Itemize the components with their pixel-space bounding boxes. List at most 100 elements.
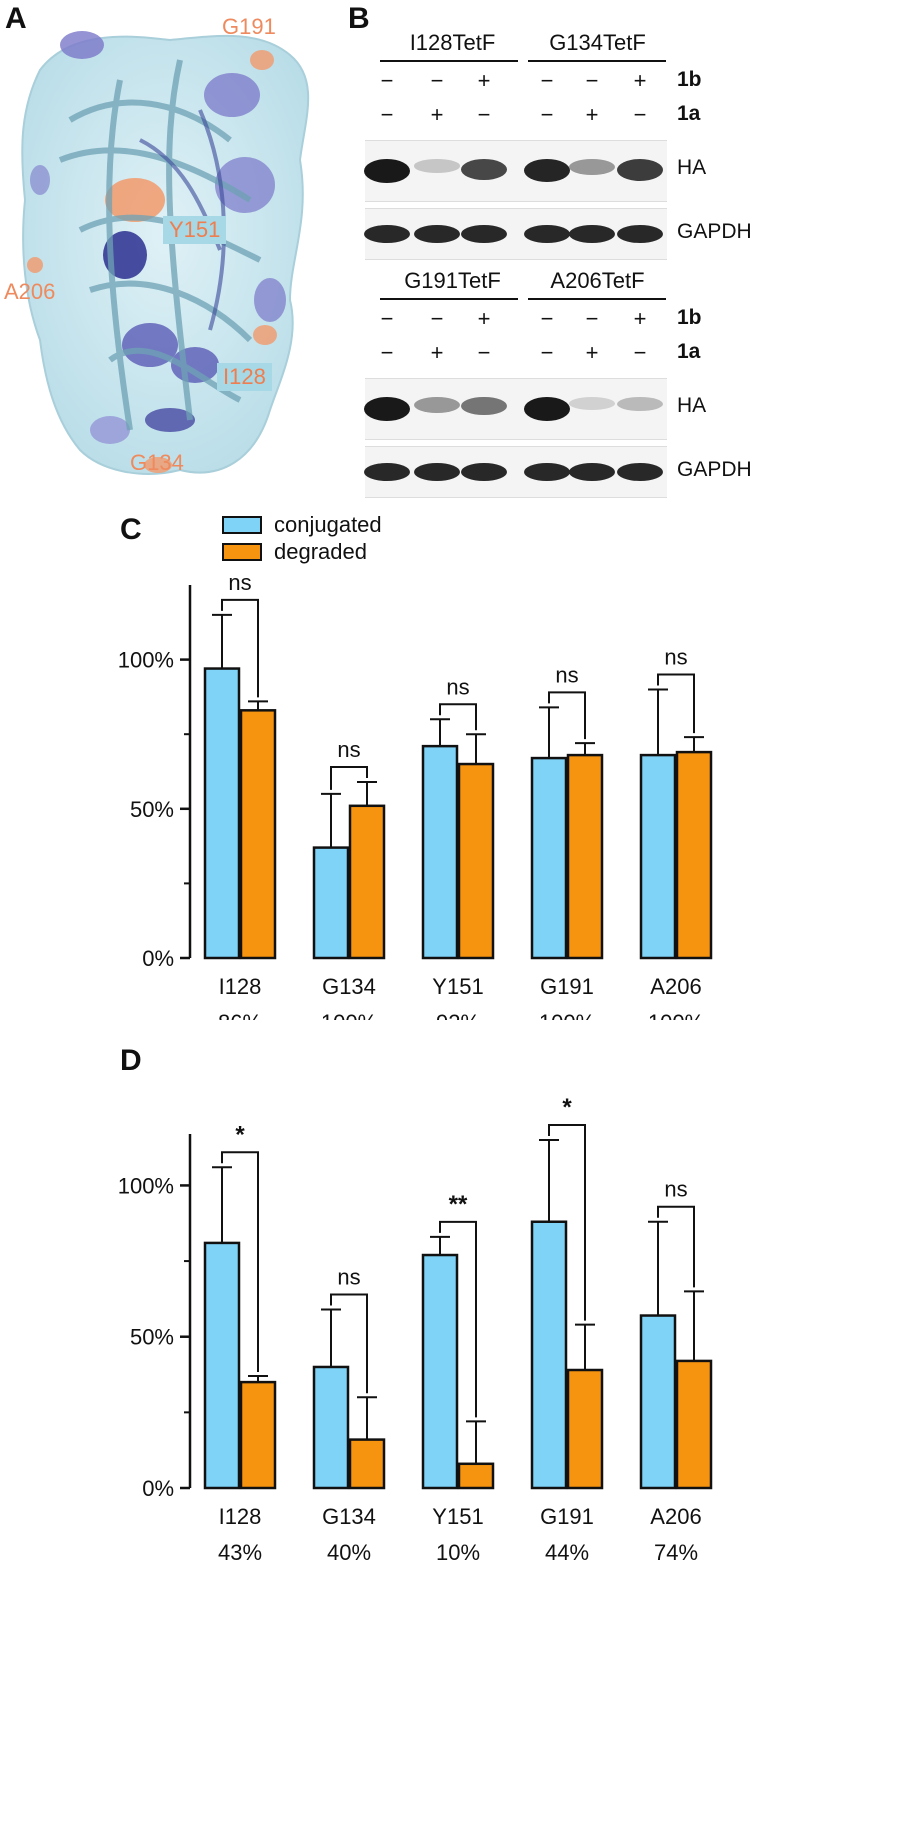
blot-bottom-gapdh-band-lane-3: [461, 463, 507, 481]
legend-conjugated: conjugated: [222, 512, 382, 538]
blot-top-sign-row2-lane-2: +: [430, 102, 444, 127]
site-label-i128: I128: [217, 363, 272, 391]
chart-c-category-label-g191: G191: [540, 974, 594, 999]
chart-d-category-label-y151: Y151: [432, 1504, 483, 1529]
chart-c-y-tick-label-50: 50%: [130, 797, 174, 822]
blot-bottom-sign-row2-lane-4: −: [540, 340, 554, 365]
chart-d-category-label-a206: A206: [650, 1504, 701, 1529]
site-label-g134: G134: [130, 450, 184, 475]
chart-d-category-label-i128: I128: [219, 1504, 262, 1529]
blot-bottom-group-underline-1: [380, 298, 518, 300]
blot-bottom-row1-label: 1b: [677, 306, 702, 329]
blot-bottom-group-title-2: A206TetF: [550, 268, 645, 293]
chart-d-significance-label-i128: *: [235, 1121, 245, 1148]
blot-bottom-ha-band-lane-4: [524, 397, 570, 421]
blot-top-group-title-1: I128TetF: [409, 30, 496, 55]
blot-top-group-underline-2: [528, 60, 666, 62]
blot-top-gapdh-band-lane-4: [524, 225, 570, 243]
blot-top-ha-band-lane-6: [617, 159, 663, 181]
blot-bottom-sign-row2-lane-2: +: [430, 340, 444, 365]
blot-bottom-ha-strip: [364, 378, 667, 440]
chart-d-category-sublabel-i128: 43%: [218, 1540, 262, 1565]
blot-bottom-row2-label: 1a: [677, 340, 701, 363]
chart-d-significance-label-g134: ns: [337, 1264, 360, 1289]
blot-top-sign-row2-lane-5: +: [585, 102, 599, 127]
chart-d-bar-y151-degraded: [457, 1462, 495, 1490]
chart-c-significance-label-g134: ns: [337, 737, 360, 762]
legend-swatch-conjugated: [222, 516, 262, 534]
blot-bottom-gapdh-band-lane-1: [364, 463, 410, 481]
blot-top-gapdh-band-lane-1: [364, 225, 410, 243]
chart-c-bar-g134-conjugated: [312, 846, 350, 960]
blot-bottom-gapdh-band-lane-2: [414, 463, 460, 481]
chart-d-significance-bracket-i128: [221, 1151, 259, 1373]
chart-c-significance-bracket-g191: [548, 691, 586, 740]
blot-top-sign-row2-lane-6: −: [633, 102, 647, 127]
blot-bottom-ha-band-lane-5: [569, 397, 615, 410]
chart-d-bar-a206-conjugated: [639, 1314, 677, 1490]
chart-c-significance-bracket-a206: [657, 673, 695, 734]
chart-d-bar-i128-conjugated: [203, 1241, 241, 1490]
blot-bottom-gapdh-band-lane-4: [524, 463, 570, 481]
blot-bottom-sign-row2-lane-1: −: [380, 340, 394, 365]
blot-top-ha-band-lane-5: [569, 159, 615, 176]
panel-b-letter: B: [348, 2, 370, 35]
legend-label-conjugated: conjugated: [274, 512, 382, 537]
blot-top-ha-band-lane-3: [461, 159, 507, 181]
blot-bottom-ha-band-lane-3: [461, 397, 507, 416]
chart-c-category-sublabel-y151: 92%: [436, 1010, 480, 1020]
chart-d-bar-a206-degraded: [675, 1359, 713, 1490]
blot-top-sign-row2-lane-4: −: [540, 102, 554, 127]
chart-d-bar-y151-conjugated: [421, 1253, 459, 1490]
blot-bottom-ha-band-lane-2: [414, 397, 460, 414]
chart-d-category-label-g134: G134: [322, 1504, 376, 1529]
chart-d-significance-bracket-a206: [657, 1205, 695, 1288]
blot-top-ha-band-lane-4: [524, 159, 570, 183]
chart-c-bar-g191-conjugated: [530, 756, 568, 960]
chart-d-bar-g191-conjugated: [530, 1220, 568, 1490]
chart-d-significance-bracket-g191: [548, 1124, 586, 1321]
chart-d-significance-label-g191: *: [562, 1094, 572, 1121]
blot-top-sign-row2-lane-3: −: [477, 102, 491, 127]
blot-bottom-sign-row1-lane-4: −: [540, 306, 554, 331]
blot-top-gapdh-band-lane-5: [569, 225, 615, 243]
chart-d-significance-label-y151: **: [449, 1191, 468, 1218]
blot-bottom-sign-row1-lane-3: +: [477, 306, 491, 331]
blot-top-ha-label: HA: [677, 156, 707, 179]
chart-c-significance-bracket-i128: [221, 598, 259, 698]
chart-c-svg: 0% 50% 100% ns I128 86% ns G134 100% ns Y151 92% ns G…: [118, 570, 713, 1020]
chart-c-y-tick-label-100: 100%: [118, 648, 174, 673]
chart-c-bar-i128-conjugated: [203, 667, 241, 960]
chart-c-category-label-i128: I128: [219, 974, 262, 999]
chart-d-significance-bracket-g134: [330, 1293, 368, 1394]
chart-d-bar-g134-degraded: [348, 1438, 386, 1490]
blot-top-sign-row2-lane-1: −: [380, 102, 394, 127]
chart-d-y-tick-label-0: 0%: [142, 1476, 174, 1501]
chart-c-significance-label-y151: ns: [446, 674, 469, 699]
blot-top-ha-band-lane-2: [414, 159, 460, 173]
blot-top-row2-label: 1a: [677, 102, 701, 125]
legend-swatch-degraded: [222, 543, 262, 561]
chart-c-significance-bracket-y151: [439, 703, 477, 731]
blot-top-group-underline-1: [380, 60, 518, 62]
blot-top-gapdh-strip: [364, 208, 667, 260]
blot-bottom-gapdh-band-lane-6: [617, 463, 663, 481]
chart-c: 0% 50% 100% ns I128 86% ns G134 100% ns Y151 92% ns G…: [0, 560, 900, 1020]
blot-bottom-gapdh-strip: [364, 446, 667, 498]
blot-top-sign-row1-lane-6: +: [633, 68, 647, 93]
blot-bottom-sign-row1-lane-2: −: [430, 306, 444, 331]
chart-d-category-sublabel-a206: 74%: [654, 1540, 698, 1565]
blot-top-sign-row1-lane-1: −: [380, 68, 394, 93]
blot-bottom-ha-band-lane-1: [364, 397, 410, 421]
legend-label-degraded: degraded: [274, 539, 367, 564]
blot-top-gapdh-band-lane-6: [617, 225, 663, 243]
chart-c-significance-label-i128: ns: [228, 570, 251, 595]
blot-bottom-sign-row1-lane-6: +: [633, 306, 647, 331]
chart-c-significance-bracket-g134: [330, 765, 368, 790]
chart-d-category-sublabel-g134: 40%: [327, 1540, 371, 1565]
protein-structure-image: [21, 31, 310, 475]
blot-top-gapdh-band-lane-3: [461, 225, 507, 243]
blot-bottom-sign-row1-lane-5: −: [585, 306, 599, 331]
legend-degraded: degraded: [222, 539, 367, 565]
blot-bottom-ha-label: HA: [677, 394, 707, 417]
